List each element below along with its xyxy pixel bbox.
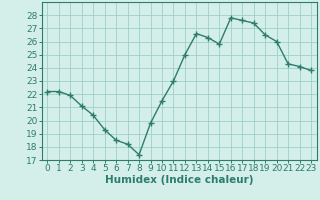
- X-axis label: Humidex (Indice chaleur): Humidex (Indice chaleur): [105, 175, 253, 185]
